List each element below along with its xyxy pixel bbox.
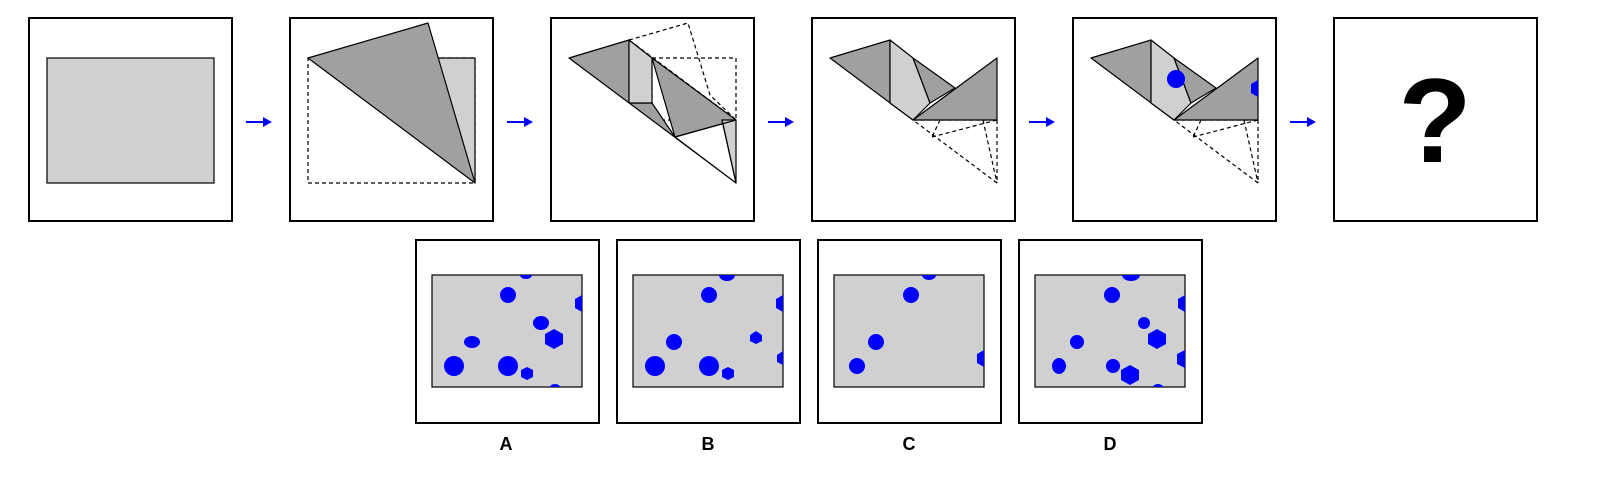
hexagon-hole bbox=[1148, 329, 1166, 349]
circle-hole bbox=[1052, 358, 1066, 374]
circle-hole bbox=[444, 356, 464, 376]
hexagon-hole bbox=[776, 295, 783, 312]
paper-sheet bbox=[46, 57, 215, 184]
hexagon-hole bbox=[1177, 350, 1185, 368]
circle-hole bbox=[1106, 359, 1120, 373]
circle-hole bbox=[520, 275, 532, 279]
hexagon-hole bbox=[1178, 295, 1185, 312]
circle-hole bbox=[464, 336, 480, 348]
circle-hole bbox=[922, 275, 936, 280]
middle-layer bbox=[889, 39, 931, 121]
circle-hole bbox=[533, 316, 549, 330]
circle-hole bbox=[1167, 70, 1185, 88]
circle-hole bbox=[1070, 335, 1084, 349]
circle-hole bbox=[498, 356, 518, 376]
step-3-panel bbox=[550, 17, 755, 222]
circle-hole bbox=[1153, 384, 1163, 387]
arrow-5 bbox=[1290, 117, 1316, 127]
hexagon-hole bbox=[521, 367, 533, 380]
circle-hole bbox=[1122, 275, 1140, 281]
step-2-panel bbox=[289, 17, 494, 222]
hexagon-hole bbox=[1121, 365, 1139, 385]
circle-hole bbox=[849, 358, 865, 374]
arrow-3 bbox=[768, 117, 794, 127]
option-label: D bbox=[1104, 434, 1117, 454]
circle-hole bbox=[1138, 317, 1150, 329]
circle-hole bbox=[645, 356, 665, 376]
hexagon-hole bbox=[722, 367, 734, 380]
arrow-2 bbox=[507, 117, 533, 127]
middle-layer bbox=[628, 39, 653, 104]
option-label: C bbox=[903, 434, 916, 454]
small-flap bbox=[912, 57, 956, 104]
circle-hole bbox=[719, 275, 735, 281]
option-a[interactable]: A bbox=[415, 239, 600, 454]
question-mark: ? bbox=[1398, 54, 1471, 188]
option-label: A bbox=[500, 434, 513, 454]
question-panel: ? bbox=[1333, 17, 1538, 222]
circle-hole bbox=[868, 334, 884, 350]
hexagon-hole bbox=[777, 351, 783, 365]
circle-hole bbox=[903, 287, 919, 303]
panel-frame bbox=[1333, 17, 1538, 222]
hexagon-hole bbox=[977, 350, 984, 367]
circle-hole bbox=[500, 287, 516, 303]
right-flap bbox=[912, 57, 998, 121]
circle-hole bbox=[701, 287, 717, 303]
option-b[interactable]: B bbox=[616, 239, 801, 454]
step-1-panel bbox=[28, 17, 233, 222]
folded-flap bbox=[307, 22, 476, 184]
circle-hole bbox=[1104, 287, 1120, 303]
arrow-1 bbox=[246, 117, 272, 127]
step-5-panel bbox=[1072, 17, 1277, 222]
hexagon-hole bbox=[545, 329, 563, 349]
circle-hole bbox=[550, 384, 560, 387]
hexagon-hole bbox=[575, 295, 582, 312]
hexagon-hole bbox=[750, 331, 762, 344]
circle-hole bbox=[699, 356, 719, 376]
option-d[interactable]: D bbox=[1018, 239, 1203, 454]
option-label: B bbox=[702, 434, 715, 454]
circle-hole bbox=[666, 334, 682, 350]
arrow-4 bbox=[1029, 117, 1055, 127]
step-4-panel bbox=[811, 17, 1016, 222]
hexagon-hole bbox=[1251, 80, 1258, 97]
option-c[interactable]: C bbox=[817, 239, 1002, 454]
original-outline-dashed bbox=[307, 57, 476, 184]
